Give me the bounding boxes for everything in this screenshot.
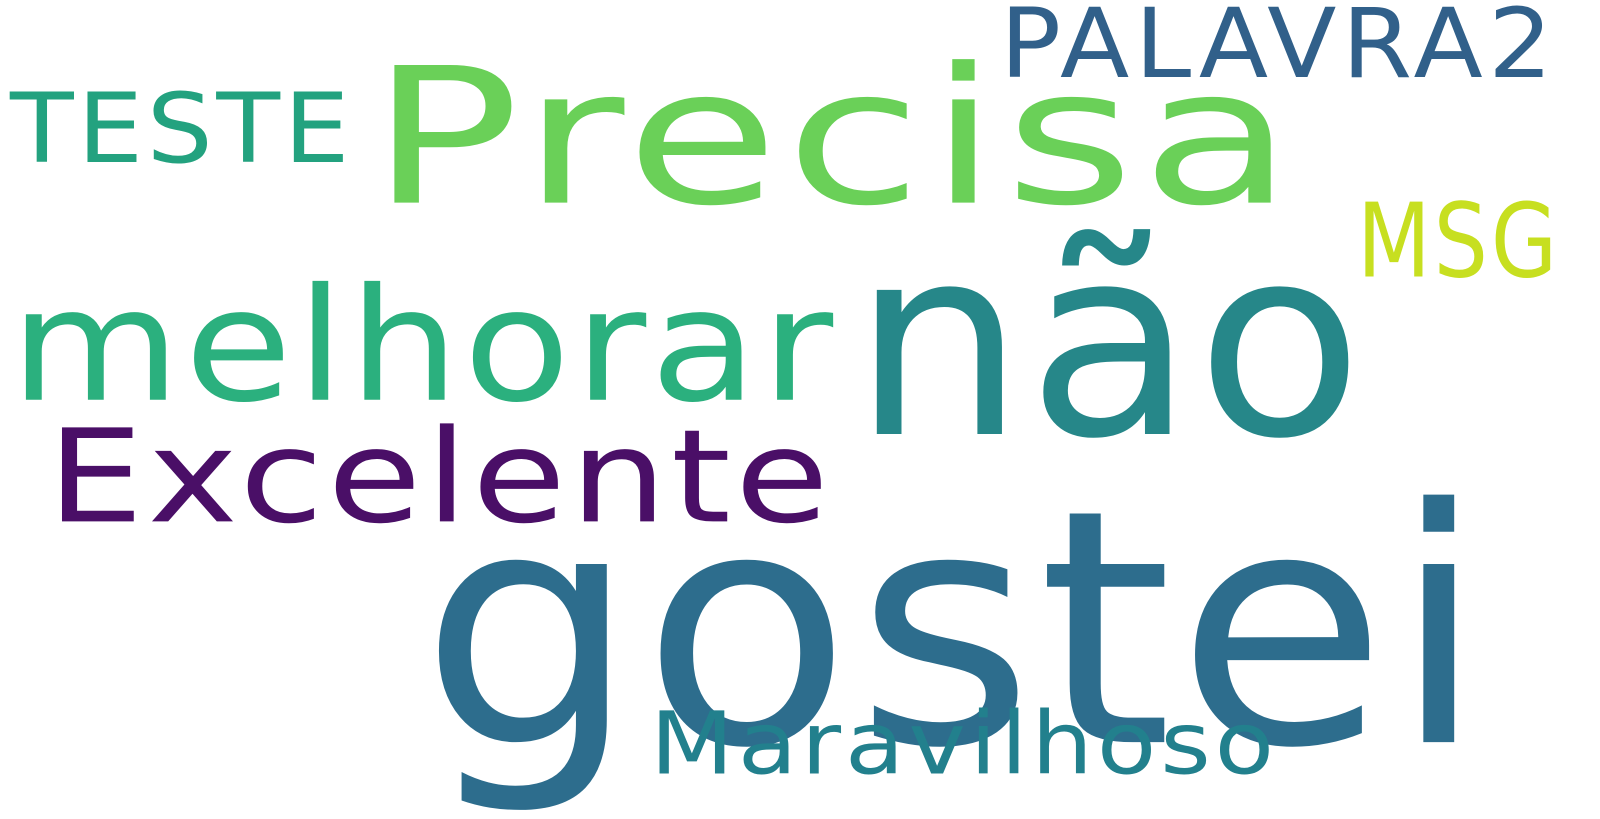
word-maravilhoso: Maravilhoso — [650, 693, 1278, 795]
word-gostei: gostei — [420, 439, 1490, 819]
word-msg: MSG — [1357, 182, 1560, 302]
word-excelente: Excelente — [47, 403, 833, 553]
word-nao: não — [852, 190, 1365, 498]
word-precisa: Precisa — [370, 27, 1300, 248]
word-teste: TESTE — [10, 71, 353, 185]
word-melhorar: melhorar — [10, 255, 837, 438]
word-palavra2: PALAVRA2 — [1000, 0, 1558, 101]
